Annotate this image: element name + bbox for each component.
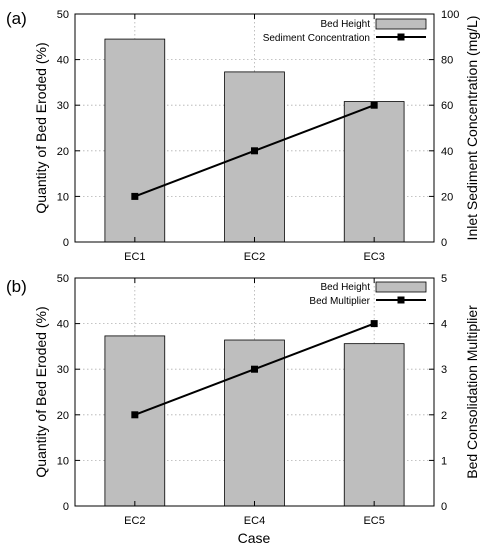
legend: Bed Height Sediment Concentration <box>263 18 427 44</box>
line-marker-ec5 <box>370 320 378 328</box>
y2-tick-label: 80 <box>441 55 453 67</box>
legend-label-line: Sediment Concentration <box>263 33 370 44</box>
panel-label: (a) <box>6 9 27 28</box>
line-marker-ec3 <box>370 101 378 109</box>
y-tick-label: 10 <box>57 191 69 203</box>
legend-swatch-marker <box>397 33 405 41</box>
bar-ec2 <box>104 335 166 507</box>
legend-label-bars: Bed Height <box>321 282 371 293</box>
y-tick-label: 40 <box>57 319 69 331</box>
y-tick-label: 20 <box>57 146 69 158</box>
y2-tick-label: 5 <box>441 273 447 285</box>
legend-swatch-bars <box>375 18 427 30</box>
category-label-ec2: EC2 <box>244 251 265 263</box>
line-marker-ec4 <box>251 365 258 373</box>
chart-panel-b: 0 10 20 30 40 50 0 1 2 3 4 5 EC2 EC4 EC5 Quantity of Be… <box>6 273 480 527</box>
y-axis-title: Quantity of Bed Eroded (%) <box>33 42 49 213</box>
y2-tick-label: 1 <box>441 455 447 467</box>
category-label-ec2: EC2 <box>124 515 145 527</box>
y-tick-label: 50 <box>57 9 69 21</box>
category-label-ec5: EC5 <box>363 515 384 527</box>
y-tick-label: 0 <box>63 237 69 249</box>
y-tick-label: 50 <box>57 273 69 285</box>
bar-ec5 <box>343 343 405 507</box>
bar-ec4 <box>224 339 285 507</box>
y2-tick-label: 3 <box>441 364 447 376</box>
line-marker-ec2 <box>251 147 258 155</box>
y2-tick-label: 0 <box>441 501 447 513</box>
y2-tick-label: 4 <box>441 319 447 331</box>
chart-panel-a: 0 10 20 30 40 50 0 20 40 60 80 100 EC1 EC2 EC3 Quantity… <box>6 9 480 263</box>
legend-label-line: Bed Multiplier <box>309 296 370 307</box>
y-tick-label: 10 <box>57 455 69 467</box>
y-axis-title: Quantity of Bed Eroded (%) <box>33 306 49 477</box>
y2-tick-label: 100 <box>441 9 459 21</box>
line-marker-ec2 <box>131 411 139 419</box>
y2-axis-title: Inlet Sediment Concentration (mg/L) <box>464 16 480 241</box>
y2-tick-label: 40 <box>441 146 453 158</box>
legend-swatch-marker <box>397 296 405 304</box>
y2-tick-label: 2 <box>441 410 447 422</box>
y-tick-label: 0 <box>63 501 69 513</box>
y2-axis-title: Bed Consolidation Multiplier <box>464 305 480 479</box>
bar-ec1 <box>104 38 166 243</box>
bar-ec3 <box>343 101 405 243</box>
category-label-ec1: EC1 <box>124 251 145 263</box>
category-label-ec4: EC4 <box>244 515 265 527</box>
bar-ec2 <box>224 71 285 243</box>
legend-label-bars: Bed Height <box>321 19 371 30</box>
y-tick-label: 20 <box>57 410 69 422</box>
y2-tick-label: 20 <box>441 191 453 203</box>
y2-tick-label: 0 <box>441 237 447 249</box>
line-marker-ec1 <box>131 192 139 200</box>
legend-swatch-bars <box>375 281 427 293</box>
category-label-ec3: EC3 <box>363 251 384 263</box>
x-axis-title: Case <box>238 530 271 546</box>
y-tick-label: 30 <box>57 364 69 376</box>
y-tick-label: 30 <box>57 100 69 112</box>
y2-tick-label: 60 <box>441 100 453 112</box>
legend: Bed Height Bed Multiplier <box>309 281 427 307</box>
panel-label: (b) <box>6 277 27 296</box>
y-tick-label: 40 <box>57 55 69 67</box>
